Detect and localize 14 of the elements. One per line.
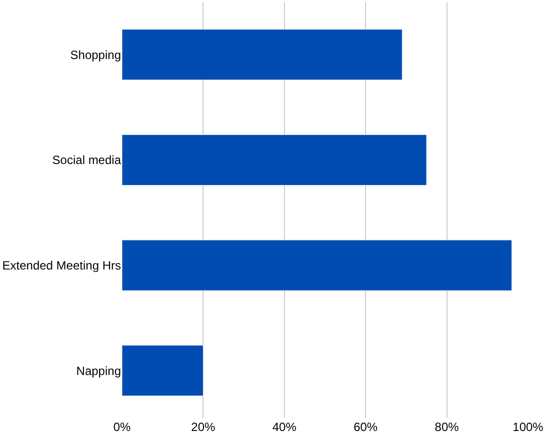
bar — [122, 134, 427, 186]
bar — [122, 345, 204, 396]
x-tick-label: 0% — [113, 420, 131, 434]
y-tick-label: Napping — [76, 364, 121, 378]
x-tick-label: 80% — [434, 420, 460, 434]
y-tick-label: Shopping — [70, 48, 121, 62]
bar — [122, 240, 512, 291]
x-tick-label: 20% — [191, 420, 216, 434]
x-tick-label: 100% — [512, 420, 544, 434]
y-tick-label: Social media — [52, 153, 122, 168]
y-tick-label: Extended Meeting Hrs — [2, 258, 121, 272]
x-tick-label: 60% — [354, 420, 378, 434]
bar — [122, 29, 402, 80]
x-tick-label: 40% — [272, 420, 297, 434]
